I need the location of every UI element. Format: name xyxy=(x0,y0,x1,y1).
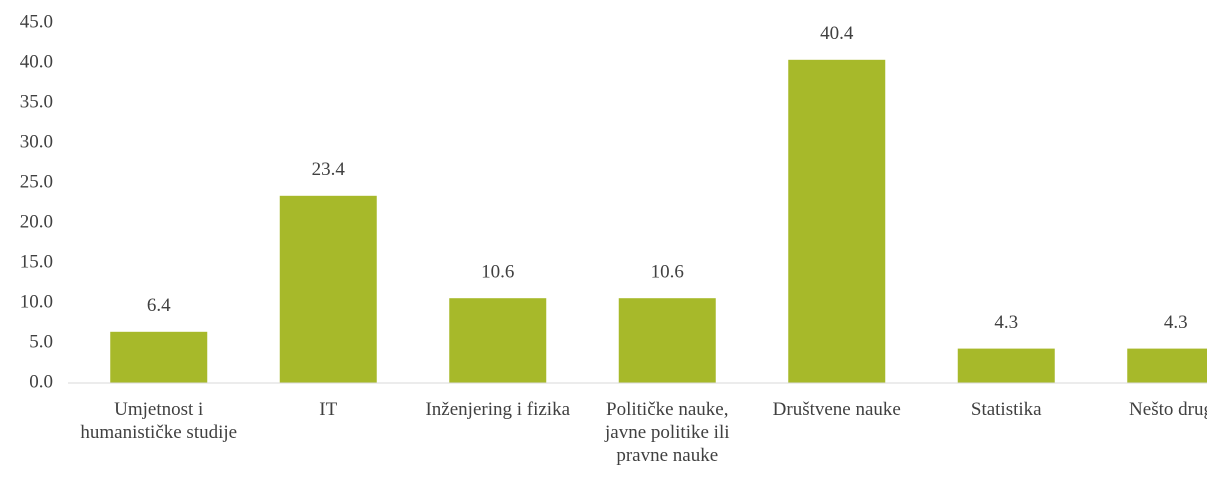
bar xyxy=(788,59,886,384)
x-tick-label: Nešto drugo xyxy=(1129,399,1207,420)
y-tick-label: 15.0 xyxy=(20,251,53,272)
bar xyxy=(110,331,208,383)
x-tick-label: Inženjering i fizika xyxy=(425,399,571,420)
value-label: 4.3 xyxy=(1164,312,1188,333)
value-label: 40.4 xyxy=(820,23,854,44)
x-tick-label-box: Nešto drugo xyxy=(1129,399,1207,420)
bar xyxy=(449,298,547,383)
x-tick-label-box: Društvene nauke xyxy=(772,399,901,420)
x-tick-label-box: Inženjering i fizika xyxy=(425,399,571,420)
bar xyxy=(618,298,716,383)
value-label: 10.6 xyxy=(481,262,514,283)
bar xyxy=(1127,348,1207,383)
value-label: 23.4 xyxy=(312,159,346,180)
x-tick-label-box: Umjetnost i humanističke studije xyxy=(80,399,238,443)
x-tick-label: Umjetnost i humanističke studije xyxy=(80,399,238,443)
y-tick-label: 0.0 xyxy=(29,371,53,392)
value-label: 6.4 xyxy=(147,295,171,316)
x-tick-label-box: Političke nauke, javne politike ili prav… xyxy=(604,399,730,466)
y-tick-label: 20.0 xyxy=(20,211,53,232)
x-tick-label: Statistika xyxy=(970,399,1042,420)
bar xyxy=(957,348,1055,383)
x-tick-label: Političke nauke, javne politike ili prav… xyxy=(604,399,730,466)
y-tick-label: 10.0 xyxy=(20,291,53,312)
y-tick-label: 40.0 xyxy=(20,51,53,72)
y-tick-label: 35.0 xyxy=(20,91,53,112)
y-tick-label: 5.0 xyxy=(29,331,53,352)
y-tick-label: 45.0 xyxy=(20,11,53,32)
x-tick-label: IT xyxy=(319,399,338,420)
x-tick-label-box: IT xyxy=(319,399,338,420)
y-tick-label: 30.0 xyxy=(20,131,53,152)
value-label: 4.3 xyxy=(994,312,1018,333)
y-tick-label: 25.0 xyxy=(20,171,53,192)
x-tick-label-box: Statistika xyxy=(970,399,1042,420)
bar xyxy=(279,195,377,383)
value-label: 10.6 xyxy=(651,262,684,283)
x-tick-label: Društvene nauke xyxy=(772,399,901,420)
